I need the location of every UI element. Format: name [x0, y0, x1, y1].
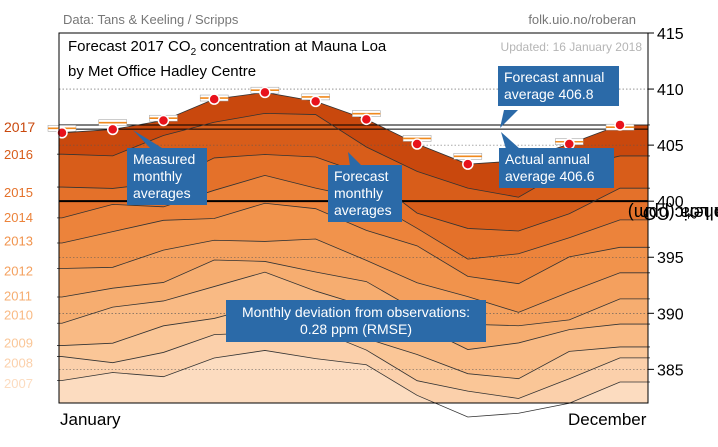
measured-dot-May — [259, 86, 271, 99]
ytick-label-390: 390 — [657, 306, 684, 323]
callout-actual-annual: Actual annual average 406.6 — [499, 148, 614, 188]
callout-forecast-monthly: Forecast monthly averages — [328, 165, 402, 222]
updated-label: Updated: 16 January 2018 — [500, 40, 642, 54]
line-2011 — [57, 259, 650, 327]
ytick-label-400: 400 — [657, 194, 684, 211]
measured-dot-Dec — [614, 119, 626, 131]
measured-dot-Feb — [106, 123, 119, 136]
measured-dot-Apr — [208, 93, 220, 105]
year-label-2007: 2007 — [4, 376, 33, 391]
callout-forecast-annual: Forecast annual average 406.8 — [498, 66, 619, 106]
band-2007 — [59, 350, 648, 403]
measured-dot-Jul — [360, 113, 373, 126]
year-label-2009: 2009 — [4, 335, 33, 350]
measured-dot-Jun — [309, 95, 322, 108]
line-2010 — [57, 271, 650, 350]
x-axis-end-label: December — [568, 410, 647, 429]
x-axis-start-label: January — [60, 410, 121, 429]
plot-frame — [58, 32, 649, 404]
year-label-2010: 2010 — [4, 307, 33, 322]
ytick-label-385: 385 — [657, 362, 684, 379]
chart-title: Forecast 2017 CO2 concentration at Mauna… — [68, 38, 387, 80]
callout-rmse: Monthly deviation from observations: 0.28… — [226, 300, 486, 342]
credit-label: folk.uio.no/roberan — [528, 12, 636, 27]
year-label-2011: 2011 — [4, 288, 32, 303]
year-label-2014: 2014 — [4, 210, 33, 225]
source-label: Data: Tans & Keeling / Scripps — [63, 12, 239, 27]
ytick-label-410: 410 — [657, 82, 684, 99]
year-label-2016: 2016 — [4, 147, 33, 162]
year-label-2015: 2015 — [4, 185, 33, 200]
ytick-label-415: 415 — [657, 26, 684, 43]
year-label-2012: 2012 — [4, 264, 33, 279]
ytick-label-395: 395 — [657, 250, 684, 267]
line-2012 — [57, 238, 650, 313]
ytick-label-405: 405 — [657, 138, 684, 155]
year-label-2013: 2013 — [4, 233, 33, 248]
y-ticks: 385 390 395 400 405 410 415 — [648, 26, 684, 379]
year-label-2017: 2017 — [4, 119, 35, 135]
year-labels: 2007 2008 2009 2010 2011 2012 2013 2014 2015 2016… — [4, 119, 35, 391]
year-label-2008: 2008 — [4, 356, 33, 371]
annual-lines — [57, 92, 650, 418]
line-2017 — [57, 92, 650, 165]
line-2007 — [57, 350, 650, 418]
measured-dot-Aug — [411, 138, 423, 150]
measured-dot-Sep — [462, 158, 474, 170]
measured-dot-Mar — [157, 114, 170, 127]
callout-measured-monthly: Measured monthly averages — [127, 148, 207, 205]
